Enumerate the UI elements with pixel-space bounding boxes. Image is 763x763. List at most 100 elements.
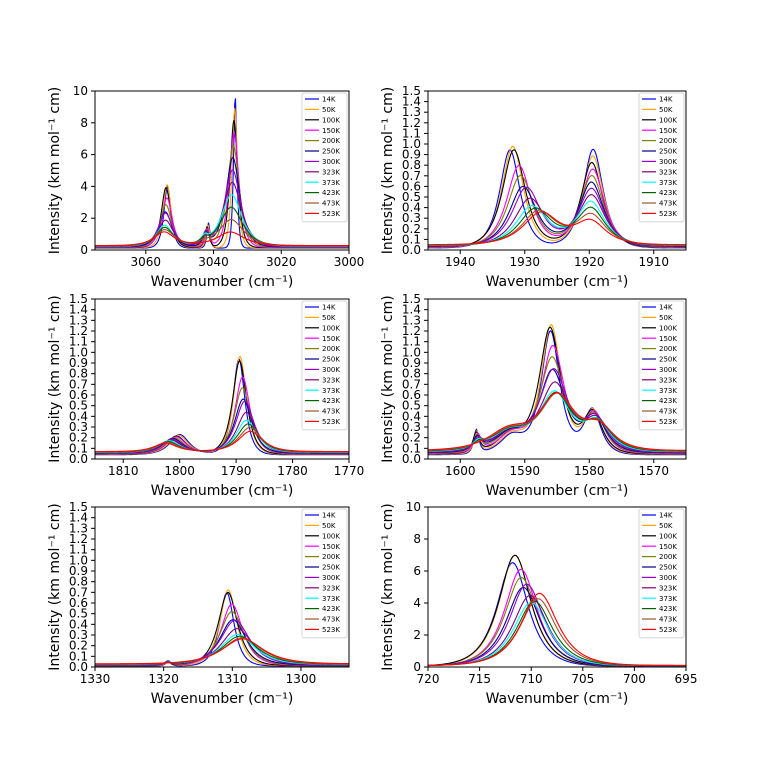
legend-label-200K: 200K xyxy=(659,137,677,145)
y-tick-label: 0.0 xyxy=(402,452,421,466)
legend-label-323K: 323K xyxy=(659,168,677,176)
y-tick-label: 8 xyxy=(80,116,88,130)
x-tick-label: 715 xyxy=(468,672,491,686)
legend-label-200K: 200K xyxy=(322,137,340,145)
axes-frame xyxy=(94,506,350,668)
legend-label-250K: 250K xyxy=(322,356,340,364)
chart-panel-2: 1940 1930 1920 1910 0.00.10.20.30.40.50.60.7… xyxy=(380,84,687,290)
y-tick-label: 0.0 xyxy=(402,243,421,257)
legend-label-100K: 100K xyxy=(322,116,340,124)
legend-label-423K: 423K xyxy=(322,189,340,197)
y-tick-label: 0.3 xyxy=(69,628,88,642)
x-tick-label: 1580 xyxy=(574,464,605,478)
legend-label-473K: 473K xyxy=(659,408,677,416)
y-tick-label: 0.3 xyxy=(402,211,421,225)
legend-label-150K: 150K xyxy=(322,543,340,551)
legend-label-50K: 50K xyxy=(322,314,336,322)
chart-panel-6: 720 715 710 705 700 695 0 2 4 6 8 10 Wavenumber (cm⁻… xyxy=(380,500,697,707)
y-tick-label: 0.8 xyxy=(69,367,88,381)
legend-label-473K: 473K xyxy=(322,616,340,624)
axes-frame xyxy=(94,298,350,460)
y-axis-label: Intensity (km mol⁻¹ cm) xyxy=(47,503,63,670)
y-tick-label: 1.5 xyxy=(402,292,421,306)
y-tick-label: 1.3 xyxy=(402,105,421,119)
legend-label-300K: 300K xyxy=(659,574,677,582)
chart-panel-3: 1810 1800 1790 1780 17700.00.10.20.30.40.50.… xyxy=(47,292,364,499)
y-tick-label: 0 xyxy=(80,243,88,257)
legend-label-50K: 50K xyxy=(659,522,673,530)
legend-label-150K: 150K xyxy=(659,127,677,135)
series-line-523K xyxy=(95,430,349,453)
y-tick-label: 0.7 xyxy=(402,169,421,183)
y-tick-label: 1.4 xyxy=(402,303,421,317)
legend-label-323K: 323K xyxy=(322,376,340,384)
y-tick-label: 0.6 xyxy=(69,388,88,402)
x-tick-label: 1930 xyxy=(509,255,540,269)
y-tick-label: 8 xyxy=(413,532,421,546)
legend-box xyxy=(301,508,348,639)
legend-label-100K: 100K xyxy=(659,116,677,124)
legend-label-300K: 300K xyxy=(322,574,340,582)
chart-panel-5: 1330 1320 1310 1300 0.00.10.20.30.40.50.60.7… xyxy=(47,500,350,707)
legend-label-323K: 323K xyxy=(322,584,340,592)
y-tick-label: 0.7 xyxy=(402,377,421,391)
legend-label-150K: 150K xyxy=(322,335,340,343)
y-tick-label: 2 xyxy=(413,628,421,642)
y-tick-label: 0.1 xyxy=(69,441,88,455)
legend-label-14K: 14K xyxy=(322,512,336,520)
legend-label-423K: 423K xyxy=(322,605,340,613)
y-tick-label: 0.3 xyxy=(402,420,421,434)
legend-box xyxy=(638,300,685,431)
legend-box xyxy=(638,92,685,223)
legend-label-250K: 250K xyxy=(659,564,677,572)
y-tick-label: 1.0 xyxy=(402,137,421,151)
y-tick-label: 0.5 xyxy=(402,190,421,204)
series-line-523K xyxy=(428,391,686,451)
y-tick-label: 0.8 xyxy=(402,367,421,381)
legend: 14K 50K 100K 150K 200K 250K 300K 323K 373K 423K 47… xyxy=(301,92,348,223)
axes-frame xyxy=(427,298,687,460)
x-tick-label: 710 xyxy=(520,672,543,686)
x-tick-label: 1810 xyxy=(108,464,139,478)
x-tick-label: 3000 xyxy=(334,255,365,269)
legend-label-200K: 200K xyxy=(322,345,340,353)
y-tick-label: 0.1 xyxy=(402,441,421,455)
y-tick-label: 1.5 xyxy=(69,500,88,514)
legend-box xyxy=(638,508,685,639)
y-axis-label: Intensity (km mol⁻¹ cm) xyxy=(380,87,396,254)
y-tick-label: 0.3 xyxy=(69,420,88,434)
x-tick-label: 1300 xyxy=(286,672,317,686)
legend-label-300K: 300K xyxy=(322,158,340,166)
legend-label-50K: 50K xyxy=(322,106,336,114)
y-tick-label: 1.1 xyxy=(402,126,421,140)
x-tick-label: 700 xyxy=(623,672,646,686)
legend-label-200K: 200K xyxy=(322,553,340,561)
legend-label-14K: 14K xyxy=(659,304,673,312)
y-tick-label: 0.0 xyxy=(69,452,88,466)
series-line-523K xyxy=(428,211,686,246)
x-tick-label: 1780 xyxy=(277,464,308,478)
legend-label-523K: 523K xyxy=(659,626,677,634)
series-group xyxy=(95,355,349,456)
legend: 14K 50K 100K 150K 200K 250K 300K 323K 373K 423K 47… xyxy=(301,300,348,431)
legend-label-100K: 100K xyxy=(659,532,677,540)
y-tick-label: 1.2 xyxy=(402,116,421,130)
x-axis-label: Wavenumber (cm⁻¹) xyxy=(486,483,629,499)
series-group xyxy=(428,145,686,249)
y-tick-label: 0.0 xyxy=(69,660,88,674)
x-axis-label: Wavenumber (cm⁻¹) xyxy=(151,691,294,707)
y-tick-label: 0.1 xyxy=(402,232,421,246)
legend-label-373K: 373K xyxy=(322,387,340,395)
x-axis-label: Wavenumber (cm⁻¹) xyxy=(151,274,294,290)
y-tick-label: 1.1 xyxy=(402,335,421,349)
legend-label-100K: 100K xyxy=(322,324,340,332)
y-axis-label: Intensity (km mol⁻¹ cm) xyxy=(47,87,63,254)
legend: 14K 50K 100K 150K 200K 250K 300K 323K 373K 423K 47… xyxy=(638,92,685,223)
legend-label-523K: 523K xyxy=(322,418,340,426)
legend-label-323K: 323K xyxy=(659,584,677,592)
y-tick-label: 0.4 xyxy=(69,409,88,423)
legend-label-150K: 150K xyxy=(659,335,677,343)
y-tick-label: 0.2 xyxy=(402,222,421,236)
legend-label-373K: 373K xyxy=(659,387,677,395)
